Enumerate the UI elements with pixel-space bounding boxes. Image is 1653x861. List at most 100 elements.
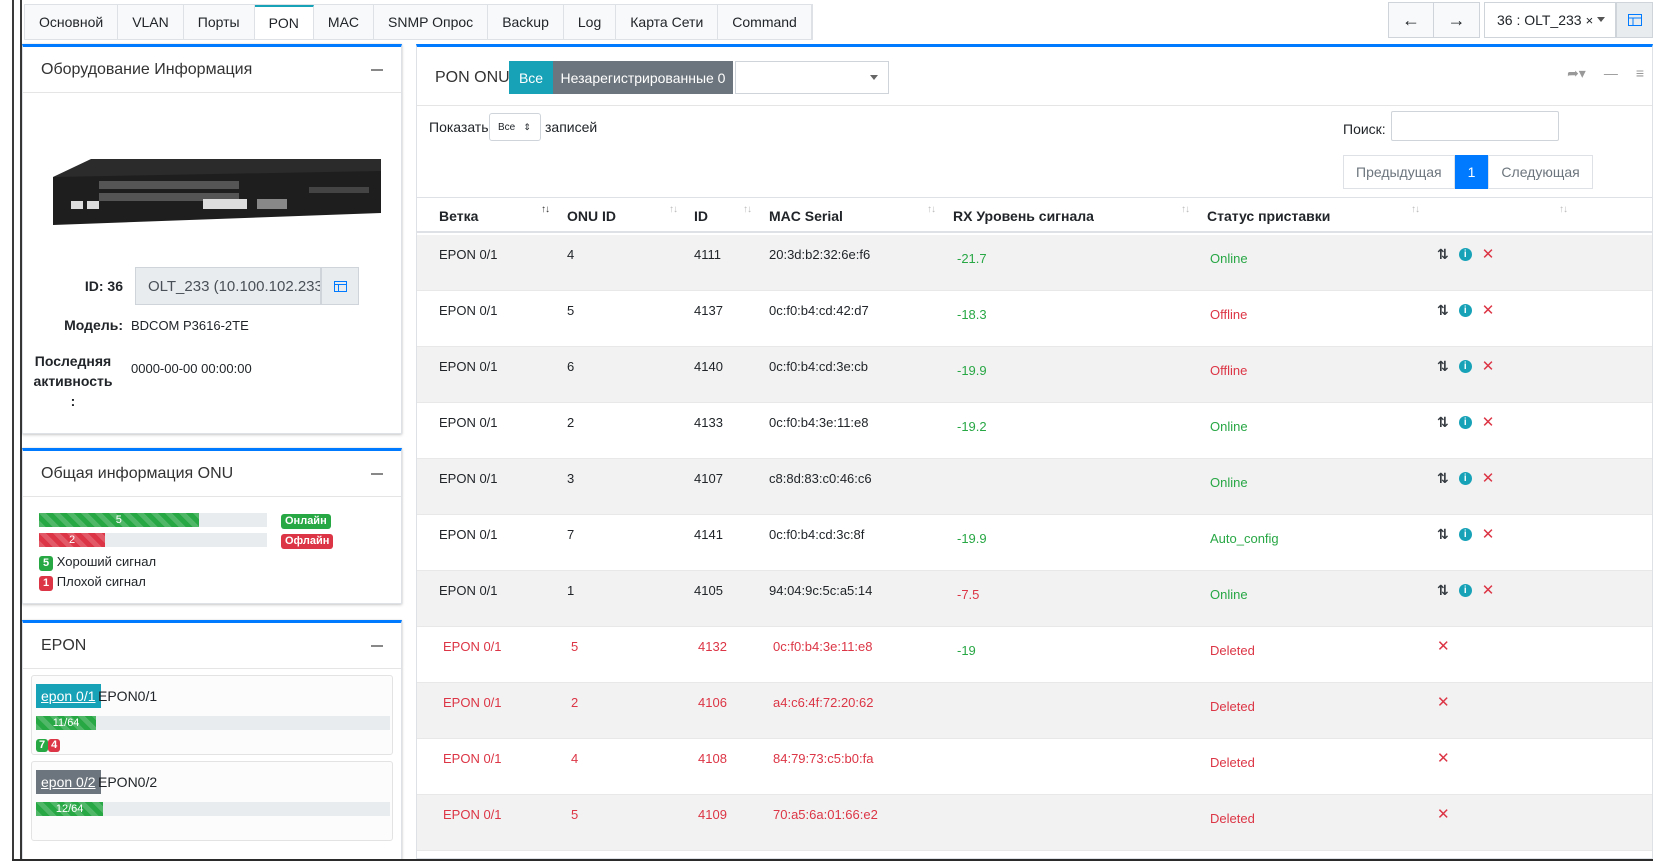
chevron-down-icon: [1597, 17, 1605, 22]
cell-onu-id: 4: [571, 751, 579, 766]
table-row: EPON 0/1 4 4108 84:79:73:c5:b0:fa Deleted ✕: [417, 739, 1652, 795]
sort-icon[interactable]: ↑↓: [1181, 204, 1190, 215]
epon-online-count: 7: [36, 739, 49, 752]
olt-id-button[interactable]: [321, 267, 359, 305]
cell-status: Offline: [1210, 363, 1248, 378]
swap-icon[interactable]: ⇅: [1437, 581, 1449, 598]
nav-buttons: ← →: [1388, 2, 1480, 38]
cell-mac: 0c:f0:b4:cd:3c:8f: [769, 527, 865, 542]
cell-onu-id: 5: [571, 639, 579, 654]
row-actions: ⇅ i ✕: [1437, 525, 1495, 544]
delete-icon[interactable]: ✕: [1481, 414, 1495, 431]
delete-icon[interactable]: ✕: [1437, 694, 1450, 711]
equipment-card: Оборудование Информация ID: 36 OLT_233 (…: [22, 44, 402, 434]
minus-icon[interactable]: —: [1603, 65, 1618, 81]
next-olt-button[interactable]: →: [1434, 2, 1480, 38]
info-icon[interactable]: i: [1458, 359, 1472, 373]
sort-icon[interactable]: ↑↓: [541, 204, 550, 215]
clear-icon[interactable]: ×: [1585, 12, 1594, 28]
column-header-5[interactable]: Статус приставки: [1207, 208, 1331, 224]
sort-icon[interactable]: ↑↓: [1559, 204, 1568, 215]
delete-icon[interactable]: ✕: [1437, 638, 1450, 655]
swap-icon[interactable]: ⇅: [1437, 413, 1449, 430]
list-icon[interactable]: ≡: [1635, 65, 1644, 81]
filter-unregistered-button[interactable]: Незарегистрированные 0: [553, 61, 733, 94]
delete-icon[interactable]: ✕: [1481, 470, 1495, 487]
olt-select[interactable]: 36 : OLT_233 ×: [1484, 2, 1616, 38]
epon-usage-fill: 12/64: [36, 802, 104, 816]
delete-icon[interactable]: ✕: [1481, 582, 1495, 599]
cell-rx: -7.5: [957, 587, 980, 602]
search-label: Поиск:: [1343, 121, 1386, 137]
column-header-4[interactable]: RX Уровень сигнала: [953, 208, 1094, 224]
cell-id: 4137: [694, 303, 723, 318]
cell-branch: EPON 0/1: [443, 695, 502, 710]
tab-1[interactable]: VLAN: [118, 5, 184, 39]
tab-4[interactable]: MAC: [313, 5, 375, 39]
cell-status: Online: [1210, 475, 1248, 490]
collapse-icon[interactable]: [371, 644, 383, 647]
info-icon[interactable]: i: [1458, 247, 1472, 261]
delete-icon[interactable]: ✕: [1437, 750, 1450, 767]
collapse-icon[interactable]: [371, 472, 383, 475]
swap-icon[interactable]: ⇅: [1437, 301, 1449, 318]
epon-port-link[interactable]: epon 0/1: [36, 684, 101, 708]
column-header-1[interactable]: ONU ID: [567, 208, 616, 224]
cell-mac: 0c:f0:b4:3e:11:e8: [773, 639, 873, 654]
cell-rx: -18.3: [957, 307, 987, 322]
branch-select[interactable]: [735, 61, 889, 94]
delete-icon[interactable]: ✕: [1481, 302, 1495, 319]
swap-icon[interactable]: ⇅: [1437, 357, 1449, 374]
chevron-up-down-icon: ⇕: [523, 121, 531, 132]
info-icon[interactable]: i: [1458, 415, 1472, 429]
sort-icon[interactable]: ↑↓: [1411, 204, 1420, 215]
collapse-icon[interactable]: [371, 68, 383, 71]
delete-icon[interactable]: ✕: [1481, 358, 1495, 375]
epon-port-link[interactable]: epon 0/2: [36, 770, 101, 794]
sort-icon[interactable]: ↑↓: [927, 204, 936, 215]
cell-mac: 94:04:9c:5c:a5:14: [769, 583, 873, 598]
column-header-0[interactable]: Ветка: [439, 208, 479, 224]
delete-icon[interactable]: ✕: [1481, 526, 1495, 543]
olt-id-field[interactable]: OLT_233 (10.100.102.233): [135, 267, 321, 305]
column-header-3[interactable]: MAC Serial: [769, 208, 843, 224]
tab-5[interactable]: SNMP Опрос: [374, 5, 489, 39]
cell-status: Auto_config: [1210, 531, 1279, 546]
epon-usage-bar: 12/64: [36, 802, 390, 816]
swap-icon[interactable]: ⇅: [1437, 525, 1449, 542]
next-page-button[interactable]: Следующая: [1488, 155, 1593, 189]
table-view-button[interactable]: [1616, 2, 1653, 38]
info-icon[interactable]: i: [1458, 303, 1472, 317]
sort-icon[interactable]: ↑↓: [743, 204, 752, 215]
prev-olt-button[interactable]: ←: [1388, 2, 1434, 38]
filter-all-button[interactable]: Все: [509, 61, 553, 94]
info-icon[interactable]: i: [1458, 527, 1472, 541]
delete-icon[interactable]: ✕: [1437, 806, 1450, 823]
cell-id: 4108: [698, 751, 727, 766]
tab-2[interactable]: Порты: [183, 5, 255, 39]
info-icon[interactable]: i: [1458, 583, 1472, 597]
sort-icon[interactable]: ↑↓: [669, 204, 678, 215]
cell-onu-id: 5: [567, 303, 575, 318]
tab-0[interactable]: Основной: [25, 5, 119, 39]
page-size-select[interactable]: Все ⇕: [489, 113, 541, 141]
cell-onu-id: 2: [567, 415, 575, 430]
prev-page-button[interactable]: Предыдущая: [1343, 155, 1455, 189]
tab-7[interactable]: Log: [563, 5, 617, 39]
delete-icon[interactable]: ✕: [1481, 246, 1495, 263]
column-header-2[interactable]: ID: [694, 208, 708, 224]
search-input[interactable]: [1391, 111, 1559, 141]
cell-id: 4140: [694, 359, 723, 374]
share-icon[interactable]: ➦▾: [1567, 65, 1586, 81]
cell-branch: EPON 0/1: [439, 247, 498, 262]
info-icon[interactable]: i: [1458, 471, 1472, 485]
tab-6[interactable]: Backup: [488, 5, 564, 39]
page-1-button[interactable]: 1: [1454, 155, 1489, 189]
tab-8[interactable]: Карта Сети: [616, 5, 719, 39]
cell-mac: 84:79:73:c5:b0:fa: [773, 751, 874, 766]
tab-9[interactable]: Command: [718, 5, 812, 39]
tab-3[interactable]: PON: [254, 5, 314, 39]
swap-icon[interactable]: ⇅: [1437, 245, 1449, 262]
row-actions: ⇅ i ✕: [1437, 413, 1495, 432]
swap-icon[interactable]: ⇅: [1437, 469, 1449, 486]
